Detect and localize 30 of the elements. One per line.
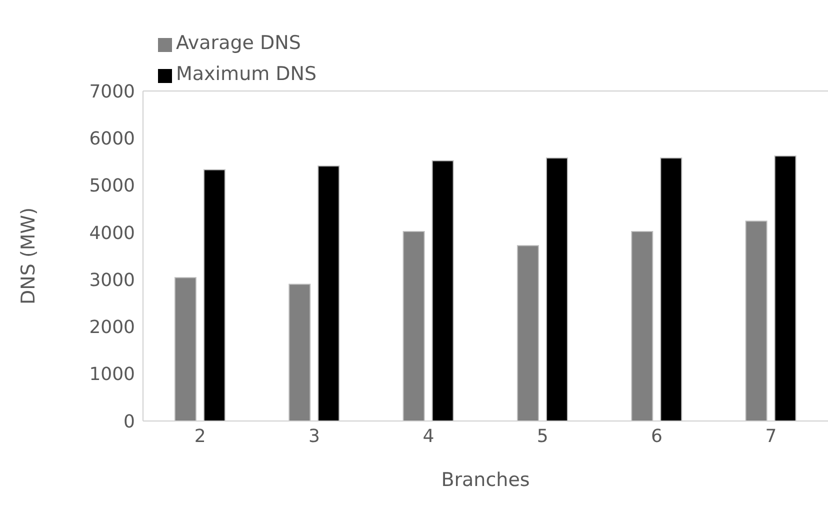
y-tick-label: 7000 <box>89 81 135 102</box>
y-tick-label: 1000 <box>89 364 135 386</box>
x-tick-label: 5 <box>536 426 548 447</box>
bar <box>516 245 539 421</box>
bar <box>546 157 568 421</box>
x-tick-label: 2 <box>194 426 206 447</box>
y-tick-label: 4000 <box>89 222 135 244</box>
bar <box>318 165 340 421</box>
bar <box>288 284 311 421</box>
bar <box>745 220 768 421</box>
bar <box>660 157 682 421</box>
y-tick-label: 5000 <box>89 176 135 197</box>
y-axis-title: DNS (MW) <box>18 208 40 304</box>
bar <box>203 169 226 421</box>
bar <box>774 156 796 421</box>
x-tick-label: 6 <box>651 426 662 447</box>
y-tick-label: 6000 <box>89 128 135 150</box>
x-tick-label: 3 <box>308 426 320 447</box>
y-tick-label: 0 <box>124 411 135 432</box>
x-tick-label: 4 <box>422 426 434 447</box>
legend-label: Avarage DNS <box>176 32 301 54</box>
y-tick-label: 2000 <box>89 317 135 338</box>
bar <box>402 230 425 421</box>
x-axis-title: Branches <box>441 469 530 491</box>
legend-label: Maximum DNS <box>176 63 317 85</box>
bar <box>174 277 196 421</box>
x-tick-label: 7 <box>765 426 777 447</box>
bar <box>631 230 654 421</box>
bar <box>432 160 454 421</box>
y-tick-label: 3000 <box>89 270 135 291</box>
